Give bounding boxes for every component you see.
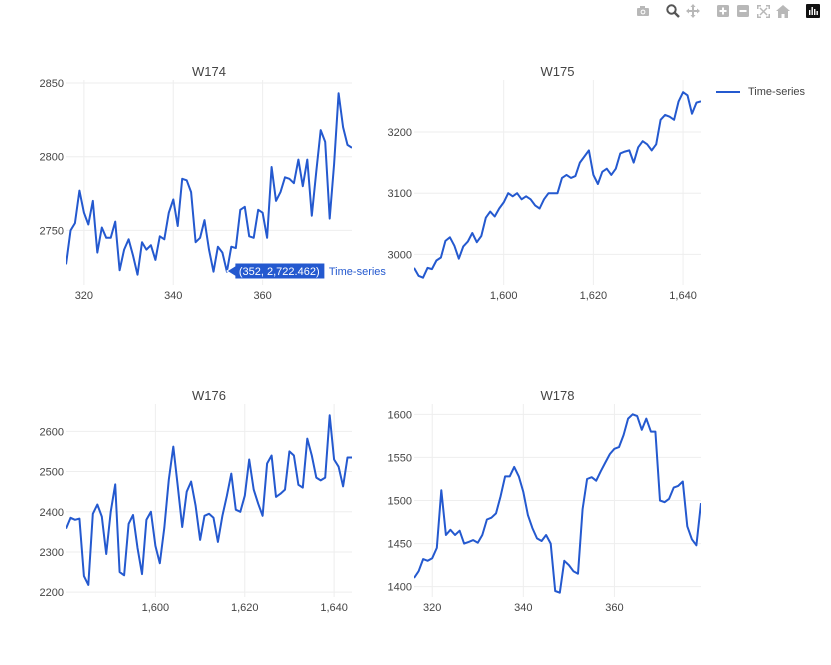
x-tick-label: 1,600 <box>490 290 518 302</box>
pan-icon <box>686 4 700 18</box>
modebar-group <box>803 2 823 20</box>
plotly-logo-icon <box>806 4 820 18</box>
y-tick-label: 2200 <box>40 587 64 599</box>
modebar-group <box>713 2 793 20</box>
y-tick-label: 1450 <box>388 539 412 551</box>
x-tick-label: 360 <box>605 602 623 614</box>
autoscale-button[interactable] <box>753 2 773 20</box>
y-tick-label: 3200 <box>388 127 412 139</box>
pan-button[interactable] <box>683 2 703 20</box>
x-tick-label: 320 <box>423 602 441 614</box>
y-tick-label: 2400 <box>40 507 64 519</box>
y-tick-label: 2500 <box>40 467 64 479</box>
subplot-w176[interactable]: 1,600 1,620 1,640 2200 2300 2400 2500 2600 W176 <box>40 388 352 614</box>
legend-line-swatch <box>716 91 740 93</box>
subplot-title: W178 <box>541 388 575 403</box>
camera-icon <box>636 5 650 17</box>
y-tick-label: 1400 <box>388 582 412 594</box>
subplot-w174[interactable]: 320 340 360 2750 2800 2850 W174 (352, 2,722.462… <box>40 64 387 302</box>
series-line[interactable] <box>66 414 352 586</box>
modebar <box>623 2 823 20</box>
series-line[interactable] <box>414 91 701 279</box>
y-tick-label: 2600 <box>40 426 64 438</box>
reset-axes-icon <box>776 4 790 18</box>
legend-series-name: Time-series <box>748 86 806 98</box>
zoom-out-button[interactable] <box>733 2 753 20</box>
y-tick-label: 2800 <box>40 152 64 164</box>
zoom-out-icon <box>737 5 749 17</box>
subplot-title: W175 <box>541 64 575 79</box>
x-tick-label: 1,620 <box>580 290 608 302</box>
zoom-button[interactable] <box>663 2 683 20</box>
reset-axes-button[interactable] <box>773 2 793 20</box>
subplot-title: W176 <box>192 388 226 403</box>
y-tick-label: 1550 <box>388 452 412 464</box>
series-line[interactable] <box>66 92 352 276</box>
x-tick-label: 340 <box>514 602 532 614</box>
hover-label-box <box>225 262 326 280</box>
x-tick-label: 1,640 <box>669 290 697 302</box>
x-tick-label: 1,600 <box>142 602 170 614</box>
subplot-w178[interactable]: 320 340 360 1400 1450 1500 1550 1600 W178 <box>388 388 701 614</box>
modebar-group <box>633 2 653 20</box>
y-tick-label: 2750 <box>40 225 64 237</box>
subplot-title: W174 <box>192 64 226 79</box>
legend[interactable]: Time-series <box>716 86 805 98</box>
hover-label-value: (352, 2,722.462) <box>239 266 320 278</box>
subplot-w175[interactable]: 1,600 1,620 1,640 3000 3100 3200 W175 <box>388 64 701 302</box>
y-tick-label: 2300 <box>40 547 64 559</box>
modebar-group <box>663 2 703 20</box>
x-tick-label: 360 <box>253 290 271 302</box>
series-line[interactable] <box>414 413 701 594</box>
x-tick-label: 1,640 <box>320 602 348 614</box>
hover-label: (352, 2,722.462) Time-series <box>225 262 387 280</box>
zoom-icon <box>666 4 680 18</box>
x-tick-label: 1,620 <box>231 602 259 614</box>
x-tick-label: 320 <box>75 290 93 302</box>
hover-label-series: Time-series <box>329 266 387 278</box>
y-tick-label: 3100 <box>388 188 412 200</box>
autoscale-icon <box>756 4 770 18</box>
x-tick-label: 340 <box>164 290 182 302</box>
camera-button[interactable] <box>633 2 653 20</box>
y-tick-label: 3000 <box>388 249 412 261</box>
y-tick-label: 1500 <box>388 496 412 508</box>
plotly-logo-button[interactable] <box>803 2 823 20</box>
zoom-in-button[interactable] <box>713 2 733 20</box>
y-tick-label: 2850 <box>40 78 64 90</box>
y-tick-label: 1600 <box>388 409 412 421</box>
zoom-in-icon <box>717 5 729 17</box>
